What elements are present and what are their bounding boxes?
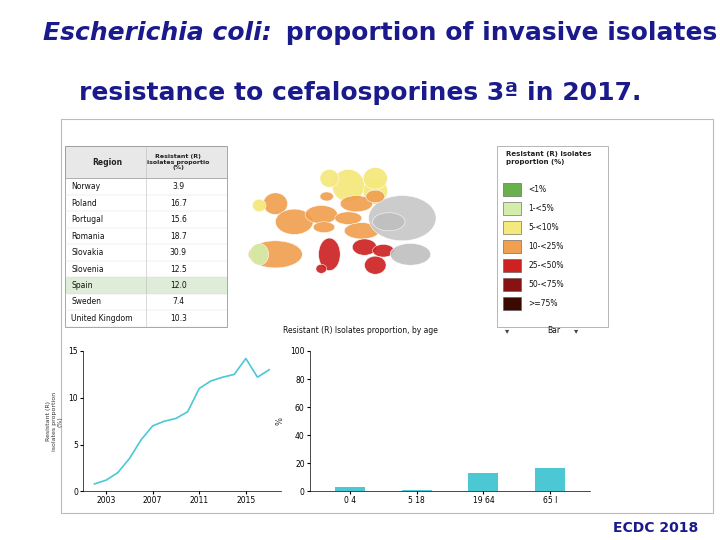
- Text: 15.6: 15.6: [170, 215, 186, 224]
- Text: 7.4: 7.4: [172, 298, 184, 307]
- Text: 1-<5%: 1-<5%: [528, 204, 554, 213]
- Bar: [402, 490, 431, 491]
- Text: 3.9: 3.9: [172, 182, 184, 191]
- Ellipse shape: [276, 209, 313, 234]
- Ellipse shape: [340, 195, 373, 212]
- Text: Slovakia: Slovakia: [71, 248, 104, 257]
- Ellipse shape: [264, 193, 287, 214]
- Text: 12.5: 12.5: [170, 265, 186, 274]
- Text: Romania: Romania: [71, 232, 105, 240]
- Text: United Kingdom: United Kingdom: [71, 314, 132, 323]
- Ellipse shape: [332, 170, 364, 202]
- Ellipse shape: [305, 206, 338, 224]
- Text: 5-<10%: 5-<10%: [528, 222, 559, 232]
- Ellipse shape: [250, 244, 269, 265]
- Ellipse shape: [344, 222, 379, 239]
- Y-axis label: %: %: [276, 417, 284, 425]
- Ellipse shape: [318, 238, 340, 271]
- Ellipse shape: [363, 167, 387, 189]
- Text: Escherichia coli:: Escherichia coli:: [43, 21, 272, 45]
- Bar: [335, 487, 365, 491]
- Bar: [503, 183, 521, 195]
- Text: Sweden: Sweden: [71, 298, 102, 307]
- Ellipse shape: [366, 190, 384, 203]
- Bar: [503, 259, 521, 272]
- Text: 30.9: 30.9: [170, 248, 186, 257]
- Text: 18.7: 18.7: [170, 232, 186, 240]
- Ellipse shape: [373, 213, 405, 231]
- Text: Poland: Poland: [71, 199, 97, 207]
- Ellipse shape: [369, 195, 436, 241]
- Y-axis label: Resistant (R)
isolates proportion
(%): Resistant (R) isolates proportion (%): [46, 392, 63, 451]
- Text: 10-<25%: 10-<25%: [528, 242, 564, 251]
- Text: ECDC 2018: ECDC 2018: [613, 521, 698, 535]
- Text: Resistant (R) isolates
proportion (%): Resistant (R) isolates proportion (%): [505, 151, 591, 165]
- Bar: [503, 297, 521, 309]
- Text: Resistant (R)
isolates proportio
(%): Resistant (R) isolates proportio (%): [147, 154, 210, 171]
- Ellipse shape: [316, 264, 327, 273]
- Text: 16.7: 16.7: [170, 199, 186, 207]
- Ellipse shape: [320, 170, 339, 187]
- Text: Region: Region: [92, 158, 122, 166]
- Bar: [65, 146, 227, 178]
- Ellipse shape: [320, 192, 333, 201]
- Ellipse shape: [248, 241, 302, 268]
- Bar: [503, 240, 521, 253]
- Ellipse shape: [373, 245, 395, 257]
- Text: Slovenia: Slovenia: [71, 265, 104, 274]
- Ellipse shape: [253, 199, 266, 212]
- Text: Resistant (R) Isolates proportion, by age: Resistant (R) Isolates proportion, by ag…: [283, 326, 438, 335]
- Text: ▾: ▾: [574, 326, 578, 335]
- Ellipse shape: [352, 239, 377, 255]
- Ellipse shape: [313, 222, 335, 233]
- Text: ▾: ▾: [505, 326, 510, 335]
- Text: >=75%: >=75%: [528, 299, 557, 308]
- Bar: [535, 468, 565, 491]
- Bar: [503, 278, 521, 291]
- Ellipse shape: [364, 256, 386, 274]
- Bar: [469, 473, 498, 491]
- Bar: [503, 221, 521, 233]
- Text: resistance to cefalosporines 3ª in 2017.: resistance to cefalosporines 3ª in 2017.: [78, 80, 642, 105]
- Ellipse shape: [390, 244, 431, 265]
- Text: proportion of invasive isolates with: proportion of invasive isolates with: [277, 21, 720, 45]
- Text: 10.3: 10.3: [170, 314, 186, 323]
- Text: Norway: Norway: [71, 182, 100, 191]
- Ellipse shape: [335, 212, 362, 225]
- Bar: [65, 277, 227, 294]
- Text: Portugal: Portugal: [71, 215, 104, 224]
- Ellipse shape: [363, 178, 387, 205]
- Text: 50-<75%: 50-<75%: [528, 280, 564, 289]
- Text: Bar: Bar: [547, 326, 560, 335]
- Text: Spain: Spain: [71, 281, 93, 290]
- Text: 12.0: 12.0: [170, 281, 186, 290]
- Bar: [503, 202, 521, 214]
- Text: <1%: <1%: [528, 185, 546, 194]
- Text: 25-<50%: 25-<50%: [528, 261, 564, 269]
